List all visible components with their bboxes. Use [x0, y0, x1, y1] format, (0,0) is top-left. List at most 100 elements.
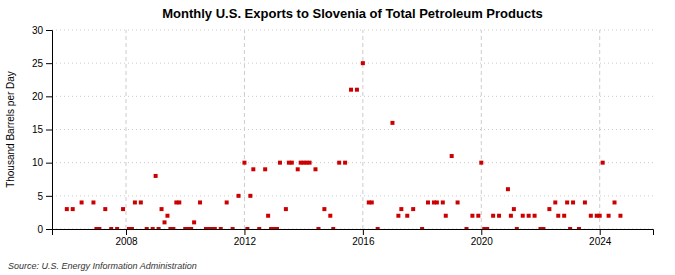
point [121, 207, 125, 211]
point [553, 200, 557, 204]
point [331, 227, 335, 229]
x-tick: 2024 [589, 229, 612, 247]
point [509, 214, 513, 218]
point [464, 227, 468, 229]
point [198, 200, 202, 204]
y-grid-line [52, 63, 653, 64]
point [115, 227, 119, 229]
y-tick: 30 [32, 25, 52, 36]
point [242, 161, 246, 165]
x-axis-line [53, 230, 654, 236]
point [343, 161, 347, 165]
point [399, 207, 403, 211]
y-axis: 0 5 10 15 20 25 30 [32, 25, 53, 235]
y-grid-line [52, 162, 653, 163]
point [441, 200, 445, 204]
point [533, 214, 537, 218]
point [237, 194, 241, 198]
point [479, 161, 483, 165]
point [547, 207, 551, 211]
x-axis: 2008 2012 2016 2020 2024 [53, 229, 654, 247]
point [177, 200, 181, 204]
y-tick: 20 [32, 91, 52, 102]
point [405, 214, 409, 218]
y-tick: 10 [32, 157, 52, 168]
point [328, 214, 332, 218]
x-tick-mark [600, 229, 601, 235]
point [109, 227, 113, 229]
point [435, 200, 439, 204]
point [613, 200, 617, 204]
y-tick-label: 15 [32, 124, 44, 135]
x-grid-line [126, 30, 127, 229]
point [568, 227, 572, 229]
point [497, 214, 501, 218]
x-tick-mark [481, 229, 482, 235]
x-tick: 2016 [352, 229, 375, 247]
point [263, 167, 267, 171]
y-tick: 25 [32, 58, 52, 69]
point [160, 207, 164, 211]
point [541, 227, 545, 229]
y-tick-mark [46, 196, 52, 197]
y-grid-line [52, 96, 653, 97]
grid [52, 30, 653, 229]
point [313, 167, 317, 171]
y-grid-line [52, 30, 653, 31]
point [213, 227, 217, 229]
y-tick-mark [46, 63, 52, 64]
point [426, 200, 430, 204]
x-tick-label: 2020 [471, 236, 494, 247]
point [376, 227, 380, 229]
point [284, 207, 288, 211]
x-tick: 2020 [471, 229, 494, 247]
x-tick-mark [244, 229, 245, 235]
x-grid-line [599, 30, 600, 229]
y-tick-label: 20 [32, 91, 44, 102]
point [337, 161, 341, 165]
point [601, 161, 605, 165]
y-grid-line [52, 195, 653, 196]
y-tick-label: 0 [37, 224, 43, 235]
y-tick-mark [46, 30, 52, 31]
y-tick: 15 [32, 124, 52, 135]
point [71, 207, 75, 211]
x-grid-line [362, 30, 363, 229]
y-grid-line [52, 129, 653, 130]
point [470, 214, 474, 218]
point [133, 200, 137, 204]
point [296, 167, 300, 171]
point [491, 214, 495, 218]
x-tick-label: 2008 [115, 236, 138, 247]
point [97, 227, 101, 229]
y-tick-mark [46, 229, 52, 230]
point [245, 227, 249, 229]
y-tick: 5 [37, 191, 52, 202]
x-tick: 2012 [234, 229, 257, 247]
chart: 20082012201620202024051015202530Monthly … [0, 0, 675, 275]
x-grid-line [244, 30, 245, 229]
point [420, 227, 424, 229]
point [80, 200, 84, 204]
point [171, 227, 175, 229]
point [456, 200, 460, 204]
point [598, 214, 602, 218]
point [278, 161, 282, 165]
x-tick-label: 2016 [352, 236, 375, 247]
point [316, 227, 320, 229]
point [556, 214, 560, 218]
point [521, 214, 525, 218]
point [154, 174, 158, 178]
point [349, 88, 353, 92]
point [275, 227, 279, 229]
x-tick: 2008 [115, 229, 138, 247]
point [485, 227, 489, 229]
point [527, 214, 531, 218]
x-tick-mark [126, 229, 127, 235]
x-grid-line [481, 30, 482, 229]
point [248, 194, 252, 198]
point [266, 214, 270, 218]
point [189, 227, 193, 229]
point [251, 167, 255, 171]
point [225, 200, 229, 204]
